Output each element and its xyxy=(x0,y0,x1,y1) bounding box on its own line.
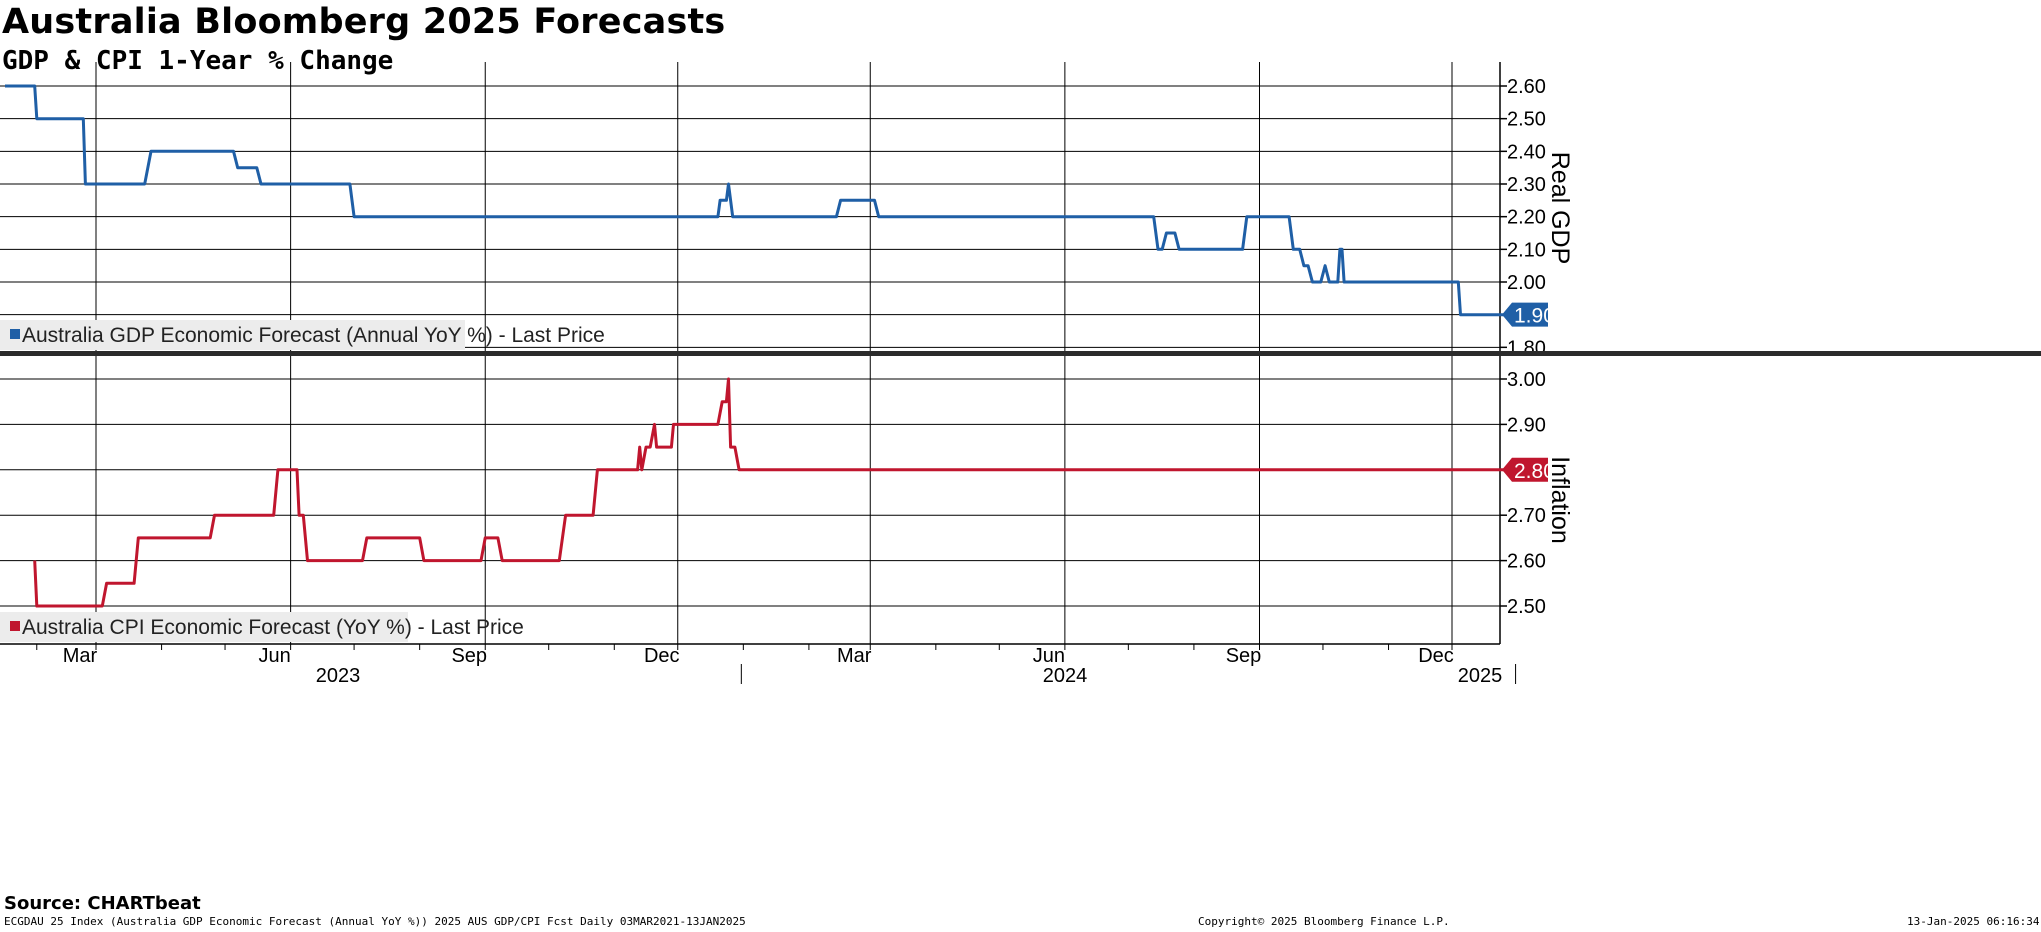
x-tick-label: Sep xyxy=(1226,645,1262,667)
panel-divider xyxy=(0,351,2041,356)
series-description: ECGDAU 25 Index (Australia GDP Economic … xyxy=(4,915,746,928)
y-tick-label: 2.40 xyxy=(1507,141,1546,163)
y-tick-label: 2.50 xyxy=(1507,596,1546,618)
y-tick-label: 2.50 xyxy=(1507,109,1546,131)
y-axis-title: Real GDP xyxy=(1546,152,1574,265)
legend-box xyxy=(0,320,465,350)
x-tick-label: Sep xyxy=(451,645,487,667)
chart-title: Australia Bloomberg 2025 Forecasts xyxy=(2,2,726,42)
y-tick-label: 2.20 xyxy=(1507,207,1546,229)
legend-label: Australia GDP Economic Forecast (Annual … xyxy=(22,324,605,347)
legend-box xyxy=(0,612,408,642)
y-tick-label: 1.80 xyxy=(1507,337,1546,359)
x-tick-label: Mar xyxy=(63,645,98,667)
source-note: Source: CHARTbeat xyxy=(4,893,201,914)
x-year-label: 2024 xyxy=(1043,665,1088,687)
x-tick-label: Jun xyxy=(258,645,290,667)
chart-subtitle: GDP & CPI 1-Year % Change xyxy=(2,46,394,76)
copyright-note: Copyright© 2025 Bloomberg Finance L.P. xyxy=(1198,915,1450,928)
last-value-label: 1.90 xyxy=(1514,305,1555,328)
legend-swatch xyxy=(10,621,20,631)
series-line-gdp xyxy=(5,84,1543,317)
last-value-tag xyxy=(1502,302,1548,327)
y-tick-label: 2.90 xyxy=(1507,414,1546,436)
y-tick-label: 2.30 xyxy=(1507,174,1546,196)
chart-panel-cpi: 3.002.902.802.702.602.502.80InflationAus… xyxy=(0,355,1574,644)
y-tick-label: 3.00 xyxy=(1507,369,1546,391)
x-year-label: 2025 xyxy=(1458,665,1503,687)
timestamp: 13-Jan-2025 06:16:34 xyxy=(1907,915,2040,928)
y-tick-label: 2.60 xyxy=(1507,76,1546,98)
chart-panel-gdp: 2.602.502.402.302.202.102.001.901.801.90… xyxy=(0,62,1574,359)
y-tick-label: 2.10 xyxy=(1507,239,1546,261)
y-tick-label: 2.70 xyxy=(1507,505,1546,527)
last-value-label: 2.80 xyxy=(1514,460,1555,483)
y-axis-title: Inflation xyxy=(1546,456,1574,544)
y-tick-label: 2.60 xyxy=(1507,551,1546,573)
series-line-cpi xyxy=(33,377,1543,608)
legend-label: Australia CPI Economic Forecast (YoY %) … xyxy=(22,616,524,639)
x-tick-label: Jun xyxy=(1033,645,1065,667)
legend-swatch xyxy=(10,329,20,339)
x-tick-label: Dec xyxy=(644,645,680,667)
x-tick-label: Dec xyxy=(1418,645,1454,667)
last-value-tag xyxy=(1502,457,1548,482)
x-year-label: 2023 xyxy=(316,665,361,687)
x-tick-label: Mar xyxy=(837,645,872,667)
y-tick-label: 2.00 xyxy=(1507,272,1546,294)
